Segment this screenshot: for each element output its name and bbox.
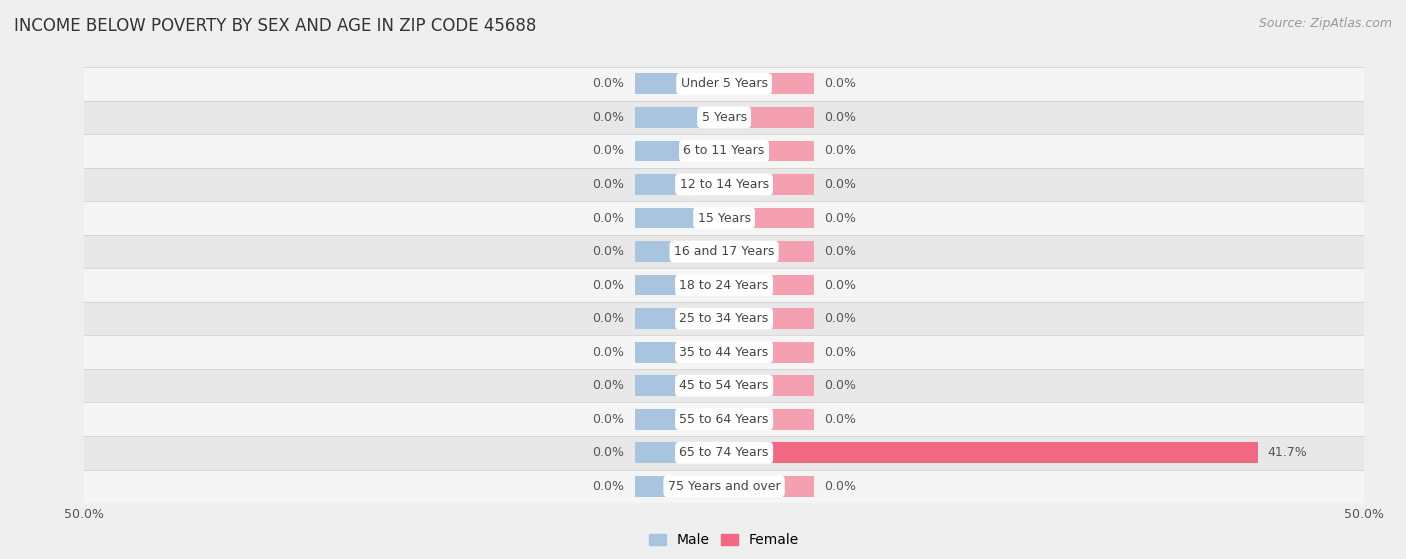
Bar: [84, 168, 1364, 201]
Bar: [724, 375, 814, 396]
Text: INCOME BELOW POVERTY BY SEX AND AGE IN ZIP CODE 45688: INCOME BELOW POVERTY BY SEX AND AGE IN Z…: [14, 17, 537, 35]
Bar: [634, 375, 724, 396]
Bar: [724, 442, 1257, 463]
Text: 0.0%: 0.0%: [824, 413, 856, 426]
Text: 0.0%: 0.0%: [592, 278, 624, 292]
Text: 0.0%: 0.0%: [592, 446, 624, 459]
Text: 0.0%: 0.0%: [824, 178, 856, 191]
Text: 55 to 64 Years: 55 to 64 Years: [679, 413, 769, 426]
Bar: [724, 107, 814, 128]
Text: 0.0%: 0.0%: [592, 211, 624, 225]
Text: 0.0%: 0.0%: [824, 77, 856, 91]
Bar: [724, 73, 814, 94]
Text: Under 5 Years: Under 5 Years: [681, 77, 768, 91]
Text: 16 and 17 Years: 16 and 17 Years: [673, 245, 775, 258]
Bar: [724, 140, 814, 162]
Bar: [724, 409, 814, 430]
Text: 0.0%: 0.0%: [592, 245, 624, 258]
Text: 0.0%: 0.0%: [592, 178, 624, 191]
Text: 0.0%: 0.0%: [824, 379, 856, 392]
Bar: [634, 409, 724, 430]
Bar: [634, 207, 724, 229]
Legend: Male, Female: Male, Female: [644, 528, 804, 553]
Text: 15 Years: 15 Years: [697, 211, 751, 225]
Text: 75 Years and over: 75 Years and over: [668, 480, 780, 493]
Bar: [84, 134, 1364, 168]
Text: 0.0%: 0.0%: [824, 111, 856, 124]
Bar: [724, 274, 814, 296]
Bar: [724, 308, 814, 329]
Bar: [634, 73, 724, 94]
Bar: [634, 140, 724, 162]
Text: 0.0%: 0.0%: [824, 144, 856, 158]
Bar: [634, 274, 724, 296]
Bar: [634, 308, 724, 329]
Text: 0.0%: 0.0%: [592, 379, 624, 392]
Bar: [84, 402, 1364, 436]
Bar: [634, 241, 724, 262]
Text: 0.0%: 0.0%: [592, 144, 624, 158]
Bar: [84, 101, 1364, 134]
Bar: [724, 342, 814, 363]
Bar: [84, 235, 1364, 268]
Text: 0.0%: 0.0%: [824, 211, 856, 225]
Text: 18 to 24 Years: 18 to 24 Years: [679, 278, 769, 292]
Bar: [724, 174, 814, 195]
Text: 0.0%: 0.0%: [824, 345, 856, 359]
Bar: [84, 67, 1364, 101]
Text: 0.0%: 0.0%: [592, 413, 624, 426]
Text: 6 to 11 Years: 6 to 11 Years: [683, 144, 765, 158]
Bar: [634, 442, 724, 463]
Bar: [634, 476, 724, 497]
Text: 0.0%: 0.0%: [592, 480, 624, 493]
Text: 0.0%: 0.0%: [824, 312, 856, 325]
Text: 45 to 54 Years: 45 to 54 Years: [679, 379, 769, 392]
Bar: [84, 201, 1364, 235]
Text: 0.0%: 0.0%: [592, 345, 624, 359]
Bar: [84, 436, 1364, 470]
Text: 0.0%: 0.0%: [592, 312, 624, 325]
Text: 0.0%: 0.0%: [592, 111, 624, 124]
Text: 0.0%: 0.0%: [592, 77, 624, 91]
Bar: [84, 268, 1364, 302]
Bar: [84, 302, 1364, 335]
Bar: [634, 174, 724, 195]
Text: 25 to 34 Years: 25 to 34 Years: [679, 312, 769, 325]
Bar: [84, 470, 1364, 503]
Text: 5 Years: 5 Years: [702, 111, 747, 124]
Text: 0.0%: 0.0%: [824, 245, 856, 258]
Text: 41.7%: 41.7%: [1268, 446, 1308, 459]
Text: 65 to 74 Years: 65 to 74 Years: [679, 446, 769, 459]
Bar: [634, 342, 724, 363]
Text: 35 to 44 Years: 35 to 44 Years: [679, 345, 769, 359]
Text: 12 to 14 Years: 12 to 14 Years: [679, 178, 769, 191]
Bar: [724, 476, 814, 497]
Bar: [84, 369, 1364, 402]
Bar: [724, 241, 814, 262]
Text: Source: ZipAtlas.com: Source: ZipAtlas.com: [1258, 17, 1392, 30]
Bar: [634, 107, 724, 128]
Bar: [84, 335, 1364, 369]
Text: 0.0%: 0.0%: [824, 480, 856, 493]
Text: 0.0%: 0.0%: [824, 278, 856, 292]
Bar: [724, 207, 814, 229]
